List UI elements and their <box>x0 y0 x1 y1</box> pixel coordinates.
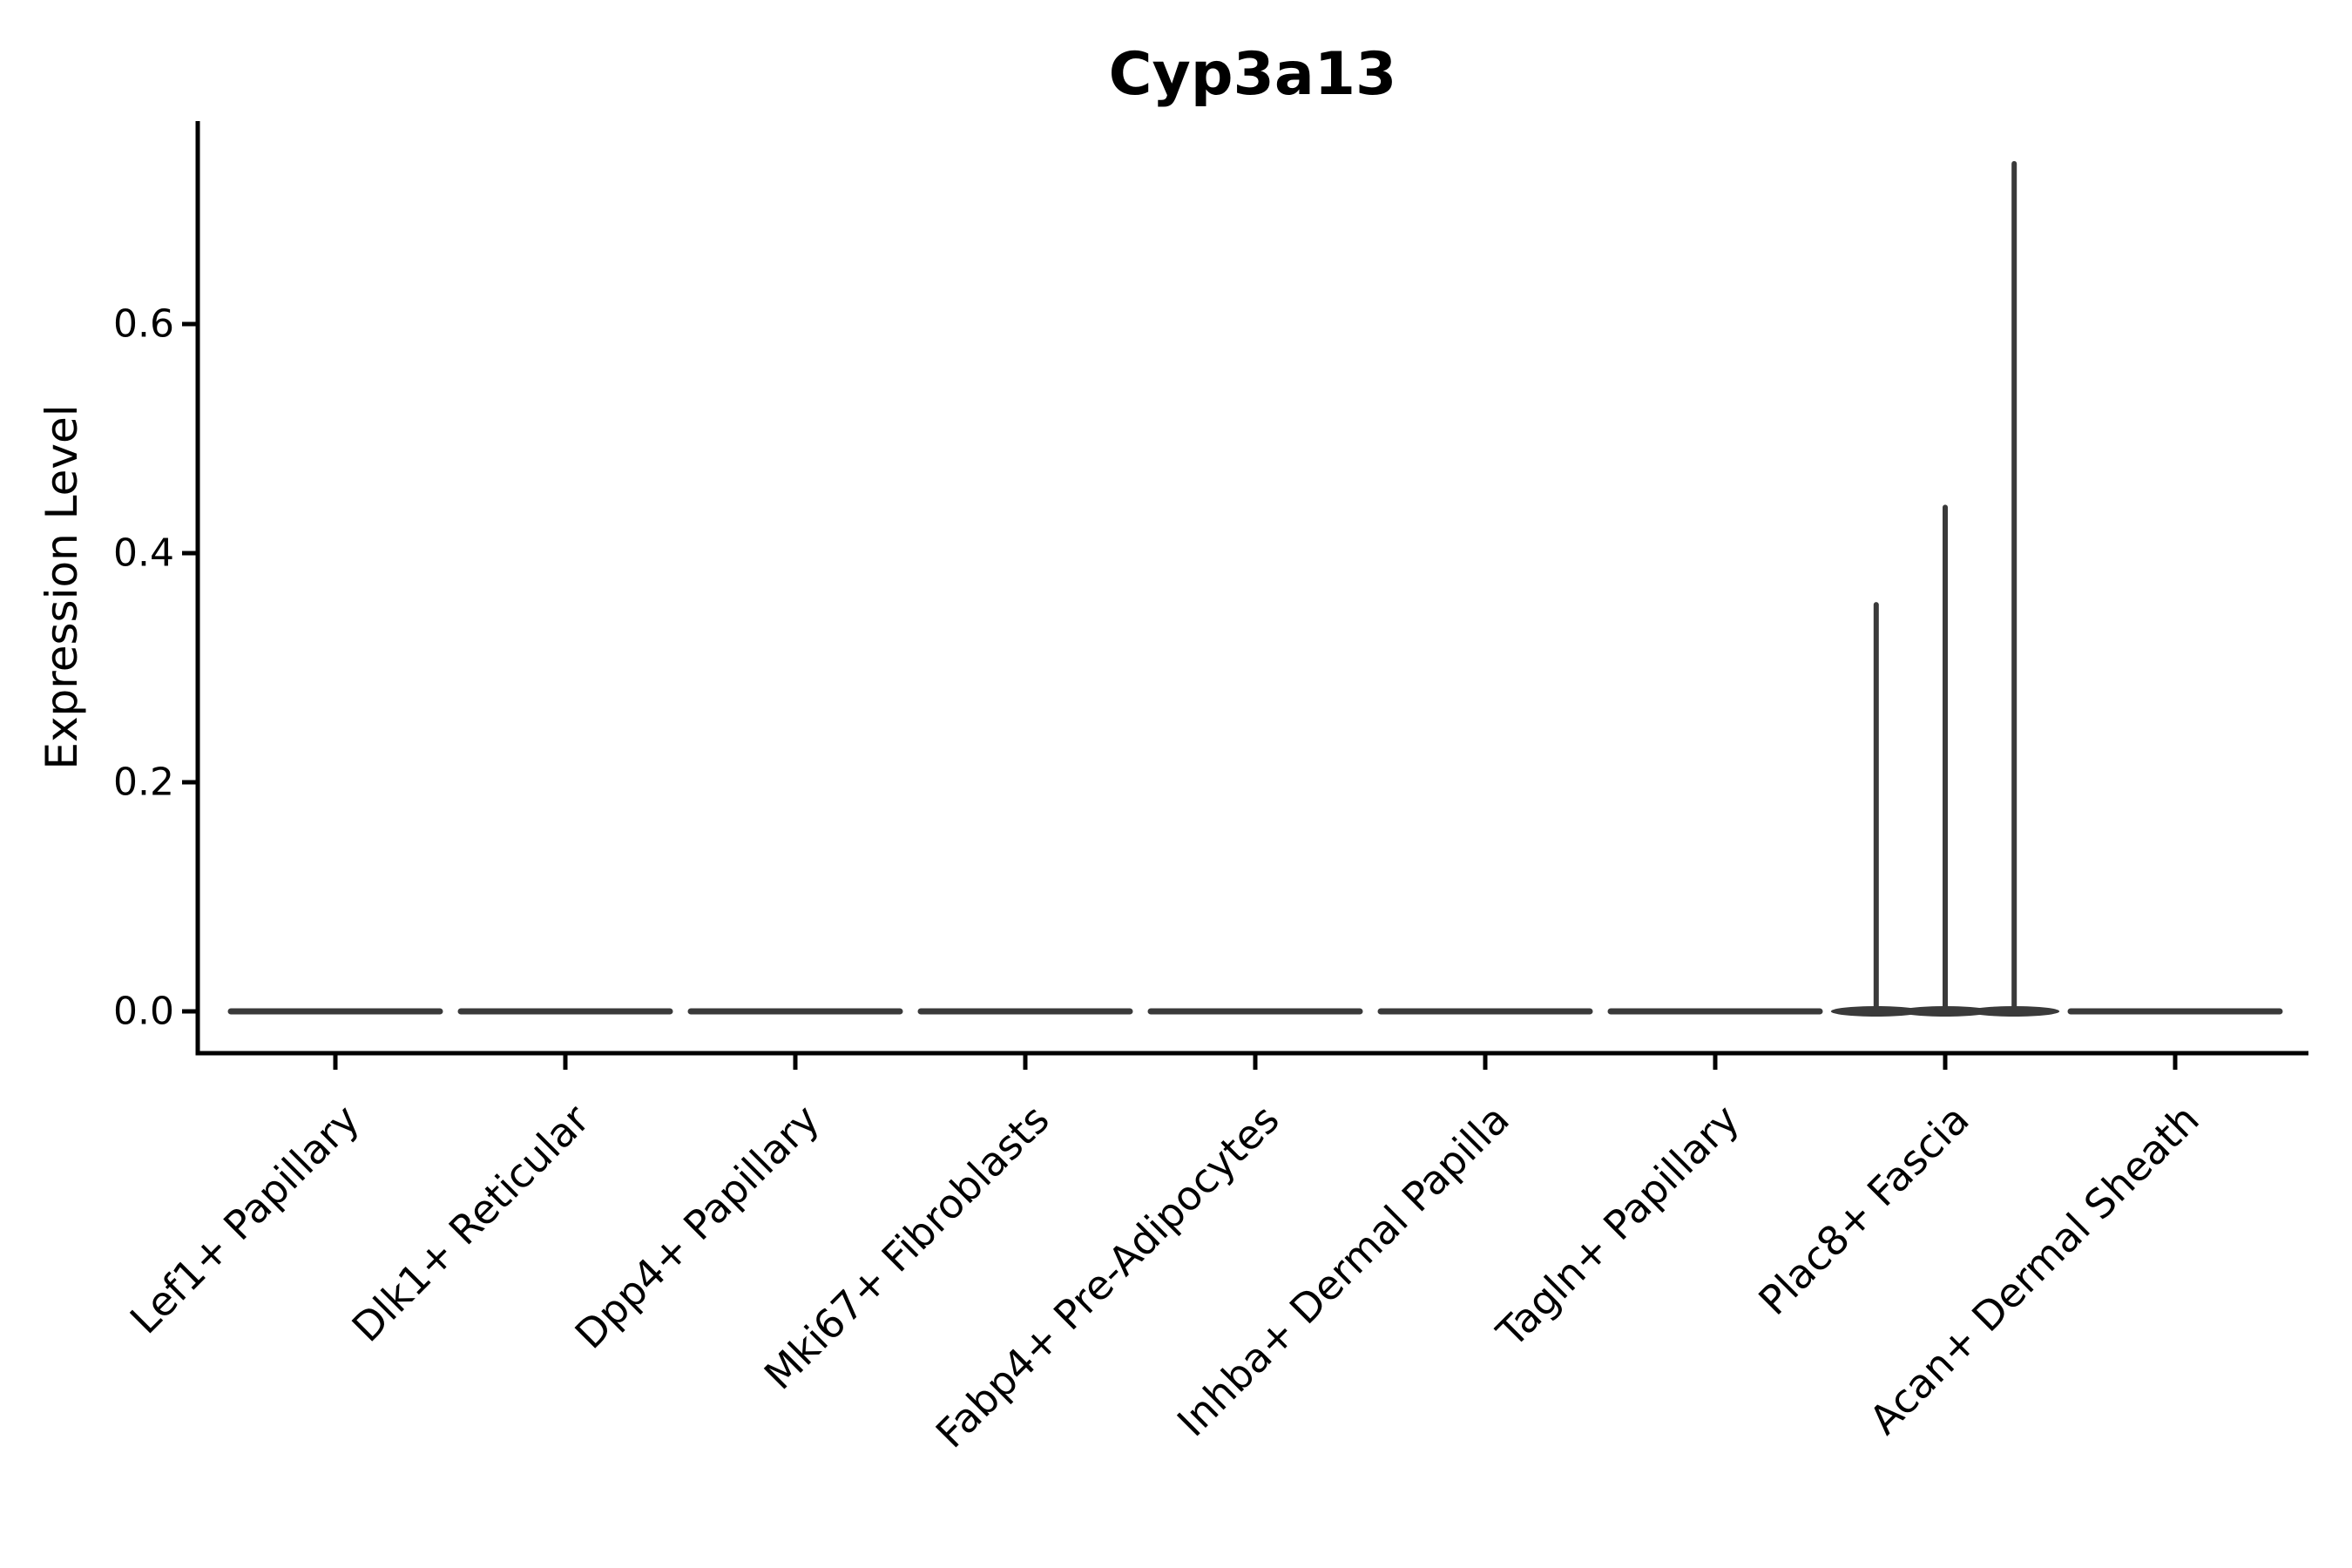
x-tick-label: Tagln+ Papillary <box>1487 1096 1748 1357</box>
x-tick-label: Lef1+ Papillary <box>121 1096 368 1343</box>
x-tick-label: Dlk1+ Reticular <box>343 1096 598 1351</box>
y-tick-label: 0.4 <box>113 531 174 576</box>
y-axis-label: Expression Level <box>37 404 87 769</box>
x-axis-ticks <box>333 1053 2178 1070</box>
violin <box>1830 160 2060 1017</box>
y-tick-label: 0.0 <box>113 990 174 1034</box>
x-tick-label: Plac8+ Fascia <box>1749 1096 1977 1324</box>
chart-title: Cyp3a13 <box>1109 40 1397 109</box>
y-tick-label: 0.2 <box>113 760 174 805</box>
y-tick-label: 0.6 <box>113 302 174 347</box>
y-axis-ticks: 0.0 0.2 0.4 0.6 <box>113 302 198 1034</box>
violins <box>227 160 2283 1017</box>
x-tick-label: Dpp4+ Papillary <box>566 1096 828 1358</box>
